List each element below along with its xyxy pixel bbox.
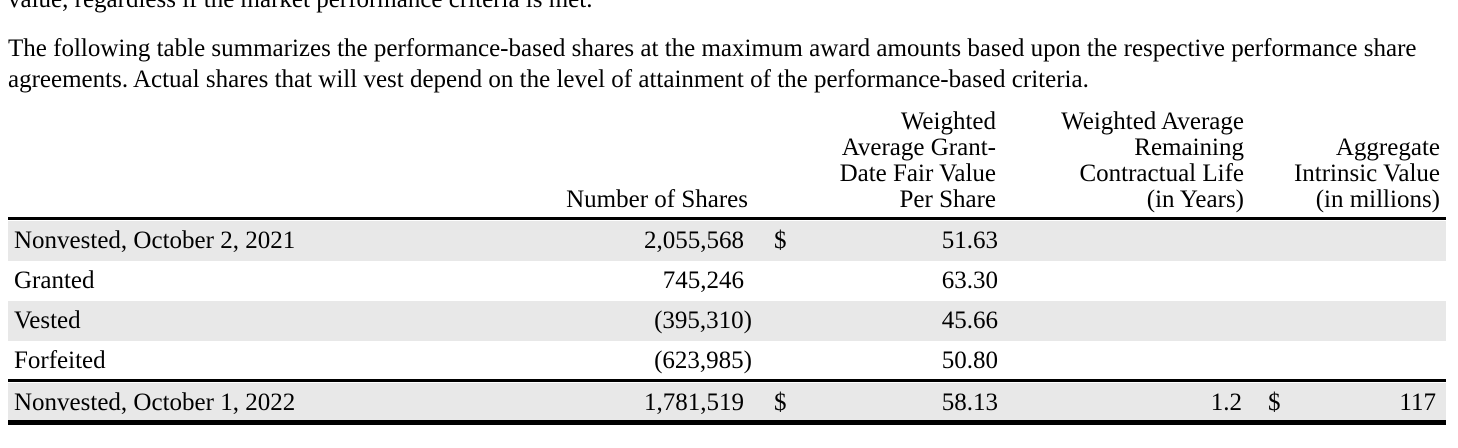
intrinsic-value-cell: 117 [1399, 389, 1436, 416]
table-row: Nonvested, October 1, 2022 1,781,519 $ 5… [8, 383, 1446, 423]
shares-cell: 1,781,519 [644, 389, 744, 416]
row-label: Granted [14, 267, 95, 294]
intro-paragraph: The following table summarizes the perfo… [8, 35, 1417, 93]
fair-value-cell: 51.63 [941, 227, 998, 254]
header-remaining-life: Weighted Average Remaining Contractual L… [1061, 108, 1244, 213]
header-number-of-shares: Number of Shares [566, 186, 748, 213]
shares-cell: 745,246 [662, 267, 744, 294]
fair-value-cell: 50.80 [941, 347, 998, 374]
header-intrinsic-value: Aggregate Intrinsic Value (in millions) [1293, 134, 1440, 213]
table-row: Granted 745,246 63.30 [8, 261, 1446, 301]
row-label: Forfeited [14, 347, 106, 374]
shares-cell: (623,985) [654, 347, 752, 374]
fair-value-cell: 45.66 [941, 307, 998, 334]
shares-cell: 2,055,568 [644, 227, 744, 254]
table-row: Nonvested, October 2, 2021 2,055,568 $ 5… [8, 221, 1446, 261]
previous-paragraph-cutoff: value, regardless if the market performa… [8, 0, 592, 14]
row-label: Nonvested, October 1, 2022 [14, 389, 296, 416]
row-label: Nonvested, October 2, 2021 [14, 227, 296, 254]
dollar-sign: $ [774, 227, 787, 254]
table-row: Forfeited (623,985) 50.80 [8, 341, 1446, 381]
performance-shares-table: Number of Shares Weighted Average Grant-… [8, 108, 1446, 426]
fair-value-cell: 58.13 [941, 389, 998, 416]
dollar-sign: $ [1268, 389, 1281, 416]
dollar-sign: $ [774, 389, 787, 416]
header-rule [8, 217, 1446, 220]
row-label: Vested [14, 307, 81, 334]
life-cell: 1.2 [1210, 389, 1242, 416]
shares-cell: (395,310) [654, 307, 752, 334]
fair-value-cell: 63.30 [941, 267, 998, 294]
table-row: Vested (395,310) 45.66 [8, 301, 1446, 341]
total-rule [8, 420, 1446, 425]
subtotal-rule [8, 379, 1446, 382]
header-fair-value: Weighted Average Grant- Date Fair Value … [839, 108, 996, 213]
